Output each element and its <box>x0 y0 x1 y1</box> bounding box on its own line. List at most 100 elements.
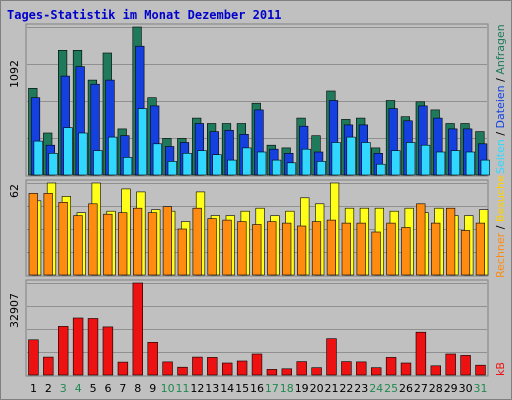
bar-kb-day-24 <box>370 367 382 376</box>
bar-rechner-day-23 <box>356 222 366 276</box>
bar-seiten-day-30 <box>465 151 476 176</box>
x-tick-label-day: 22 <box>339 382 353 395</box>
bar-rechner-day-30 <box>460 230 471 276</box>
page-title: Tages-Statistik im Monat Dezember 2011 <box>7 8 282 22</box>
x-tick-label-day: 23 <box>354 382 368 395</box>
bar-rechner-day-22 <box>341 222 351 276</box>
bar-seiten-day-29 <box>450 150 461 176</box>
legend-separator: / <box>494 128 507 140</box>
bar-rechner-day-31 <box>475 222 486 276</box>
x-tick-label-day: 14 <box>220 382 234 395</box>
bar-rechner-day-28 <box>431 222 441 276</box>
x-tick-label-day: 9 <box>149 382 156 395</box>
legend-dateien-label: Dateien <box>494 85 507 129</box>
bar-kb-day-22 <box>341 361 352 376</box>
bar-kb-day-21 <box>326 338 337 376</box>
legend-separator: / <box>494 222 507 233</box>
x-tick-label-day: 5 <box>90 382 97 395</box>
bar-seiten-day-2 <box>48 153 58 176</box>
bar-rechner-day-6 <box>103 213 113 276</box>
bar-seiten-day-10 <box>167 161 177 176</box>
legend-besuche-label: Besuche <box>494 175 507 223</box>
x-tick-label-day: 7 <box>119 382 126 395</box>
right-axis-legend-group: Seiten / Dateien / Anfragen <box>494 24 510 174</box>
legend-seiten-label: Seiten <box>494 139 507 174</box>
bar-rechner-day-15 <box>237 221 247 276</box>
bar-seiten-day-7 <box>123 157 133 176</box>
x-tick-label-day: 25 <box>384 382 398 395</box>
x-tick-label-day: 30 <box>459 382 473 395</box>
bar-kb-day-29 <box>445 353 456 376</box>
x-tick-label-day: 28 <box>429 382 443 395</box>
bar-rechner-day-3 <box>58 202 68 276</box>
bar-seiten-day-17 <box>271 159 282 176</box>
bar-rechner-day-19 <box>296 225 307 276</box>
bar-seiten-day-15 <box>242 147 252 176</box>
bar-rechner-day-1 <box>28 193 38 276</box>
bar-kb-day-20 <box>311 367 322 376</box>
bar-seiten-day-28 <box>435 151 446 176</box>
x-tick-label-day: 11 <box>176 382 190 395</box>
bar-rechner-day-10 <box>162 206 173 276</box>
bar-rechner-day-9 <box>147 212 158 276</box>
bar-rechner-day-11 <box>177 228 187 276</box>
bar-seiten-day-21 <box>331 142 341 176</box>
bar-seiten-day-12 <box>197 150 207 176</box>
bar-rechner-day-7 <box>118 212 128 276</box>
x-tick-label-day: 3 <box>60 382 67 395</box>
bar-rechner-day-18 <box>282 222 292 276</box>
bar-seiten-day-14 <box>227 159 237 176</box>
bar-seiten-day-16 <box>257 151 267 176</box>
x-tick-label-day: 18 <box>280 382 294 395</box>
bar-kb-day-26 <box>400 362 412 376</box>
bar-rechner-day-21 <box>326 219 337 276</box>
bar-seiten-day-3 <box>63 127 73 176</box>
bar-rechner-day-16 <box>252 224 262 276</box>
bar-kb-day-28 <box>430 365 441 376</box>
right-axis-legend-group: kB <box>494 286 510 376</box>
x-tick-label-day: 6 <box>105 382 112 395</box>
bar-seiten-day-1 <box>33 140 43 176</box>
x-tick-label-day: 15 <box>235 382 249 395</box>
bar-kb-day-13 <box>207 357 218 376</box>
x-tick-label-day: 1 <box>30 382 37 395</box>
bar-rechner-day-17 <box>267 221 277 276</box>
bar-seiten-day-26 <box>406 142 416 176</box>
bar-kb-day-19 <box>296 361 307 376</box>
bar-kb-day-9 <box>147 341 158 376</box>
bar-seiten-day-27 <box>420 144 431 176</box>
bar-seiten-day-11 <box>182 153 192 176</box>
x-tick-label-day: 31 <box>474 382 488 395</box>
bar-seiten-day-24 <box>376 163 386 176</box>
legend-separator: / <box>494 74 507 86</box>
legend-anfragen-label: Anfragen <box>494 24 507 75</box>
bar-rechner-day-13 <box>207 218 217 276</box>
x-tick-label-day: 27 <box>414 382 428 395</box>
bar-seiten-day-4 <box>78 132 88 176</box>
bar-rechner-day-8 <box>133 207 143 276</box>
x-tick-label-day: 21 <box>325 382 339 395</box>
bar-kb-day-30 <box>460 355 471 376</box>
bar-rechner-day-20 <box>311 221 322 276</box>
bar-seiten-day-23 <box>361 142 371 176</box>
bar-rechner-day-5 <box>88 203 98 276</box>
bar-seiten-day-18 <box>286 162 297 176</box>
bar-kb-day-15 <box>236 360 248 376</box>
bar-rechner-day-25 <box>386 222 396 276</box>
bar-kb-day-2 <box>43 356 54 376</box>
bar-kb-day-6 <box>102 326 114 376</box>
x-tick-label-day: 13 <box>205 382 219 395</box>
bar-rechner-day-12 <box>192 207 202 276</box>
bar-rechner-day-4 <box>73 215 83 276</box>
bar-kb-day-25 <box>385 357 397 376</box>
x-tick-label-day: 8 <box>134 382 141 395</box>
x-tick-label-day: 10 <box>161 382 175 395</box>
x-tick-label-day: 29 <box>444 382 458 395</box>
bar-kb-day-18 <box>281 368 292 376</box>
bar-kb-day-12 <box>192 356 203 376</box>
bar-kb-day-27 <box>415 331 427 376</box>
bar-rechner-day-27 <box>416 203 426 276</box>
x-tick-label-day: 26 <box>399 382 413 395</box>
bar-kb-day-5 <box>87 318 99 376</box>
